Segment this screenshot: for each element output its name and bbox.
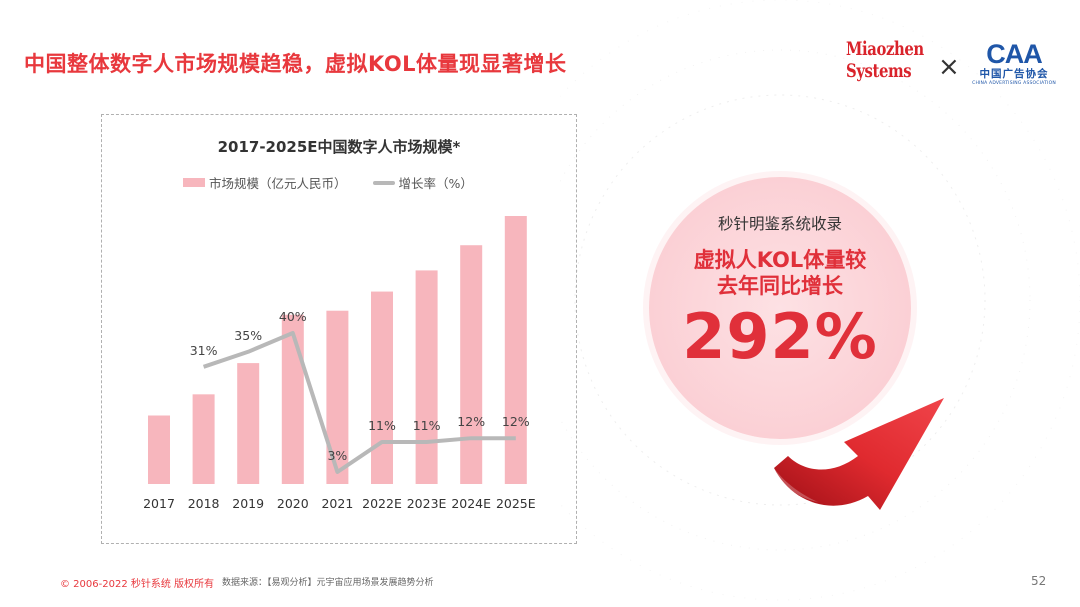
background-rings	[560, 0, 1080, 601]
bar-2020	[281, 314, 304, 484]
footer-copyright: © 2006-2022 秒针系统 版权所有	[60, 579, 215, 590]
footer-source: 数据来源：【易观分析】元宇宙应用场景发展趋势分析	[222, 578, 434, 588]
callout-headline-line1: 虚拟人KOL体量较	[693, 248, 867, 272]
bar-2024E	[460, 245, 483, 484]
chart-legend: 市场规模（亿元人民币） 增长率（%）	[183, 173, 473, 192]
growth-rate-label: 12%	[457, 414, 485, 429]
bar-2018	[192, 394, 215, 484]
miaozhen-logo-line2: Systems	[846, 60, 912, 82]
bar-2021	[326, 310, 349, 484]
legend-swatch-line	[372, 180, 395, 185]
times-icon: ×	[938, 52, 960, 82]
x-tick-label: 2019	[232, 496, 264, 511]
caa-logo-mark: CAA	[986, 39, 1043, 69]
callout-value: 292%	[682, 300, 878, 373]
legend-item-line: 增长率（%）	[372, 173, 473, 192]
bar-2017	[148, 415, 170, 484]
growth-rate-label: 40%	[279, 309, 307, 324]
callout-headline-line2: 去年同比增长	[717, 274, 843, 298]
callout-headline: 虚拟人KOL体量较 去年同比增长	[649, 247, 911, 299]
x-tick-label: 2017	[143, 496, 175, 511]
growth-rate-label: 12%	[502, 414, 530, 429]
miaozhen-logo-line1: Miaozhen	[846, 38, 924, 60]
caa-logo: CAA 中国广告协会 CHINA ADVERTISING ASSOCIATION	[972, 40, 1056, 92]
caa-logo-cn: 中国广告协会	[979, 68, 1049, 80]
x-tick-label: 2025E	[496, 496, 536, 511]
caa-logo-en: CHINA ADVERTISING ASSOCIATION	[972, 81, 1056, 86]
legend-swatch-bar	[183, 178, 205, 187]
growth-rate-label: 35%	[234, 328, 262, 343]
x-tick-label: 2021	[321, 496, 353, 511]
chart-frame	[101, 114, 577, 544]
growth-rate-label: 11%	[368, 418, 396, 433]
x-tick-label: 2020	[277, 496, 309, 511]
growth-rate-label: 3%	[327, 448, 347, 463]
bar-2022E	[371, 291, 393, 484]
bar-2019	[237, 363, 260, 484]
legend-item-bar: 市场规模（亿元人民币）	[183, 173, 347, 192]
bar-2025E	[504, 216, 527, 484]
legend-label-bar: 市场规模（亿元人民币）	[209, 176, 347, 191]
callout-circle	[649, 177, 911, 439]
growth-arrow-icon	[774, 398, 944, 510]
bar-2023E	[415, 270, 438, 484]
chart-title: 2017-2025E中国数字人市场规模*	[217, 138, 461, 156]
growth-rate-line	[202, 331, 516, 474]
x-tick-label: 2023E	[407, 496, 447, 511]
page-number: 52	[1031, 574, 1047, 588]
x-tick-label: 2018	[188, 496, 220, 511]
x-tick-label: 2024E	[451, 496, 491, 511]
growth-rate-label: 11%	[413, 418, 441, 433]
growth-rate-label: 31%	[190, 343, 218, 358]
page-title: 中国整体数字人市场规模趋稳，虚拟KOL体量现显著增长	[24, 52, 567, 76]
callout-subtitle: 秒针明鉴系统收录	[717, 215, 842, 233]
x-tick-label: 2022E	[362, 496, 402, 511]
legend-label-line: 增长率（%）	[398, 176, 473, 191]
miaozhen-logo: Miaozhen Systems	[846, 38, 924, 94]
